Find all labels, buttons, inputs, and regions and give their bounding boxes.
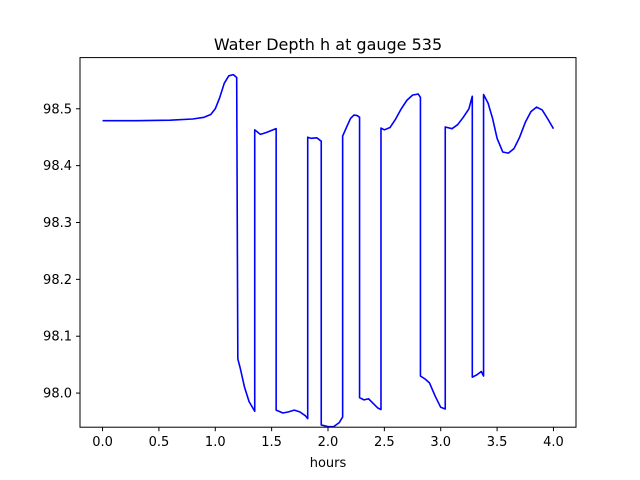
y-tick-label: 98.3	[43, 216, 72, 231]
y-tick-label: 98.2	[43, 273, 72, 288]
y-tick-label: 98.0	[43, 387, 72, 402]
y-tick-label: 98.4	[43, 159, 72, 174]
plot-frame	[79, 57, 577, 428]
chart-title: Water Depth h at gauge 535	[214, 35, 442, 54]
series-layer	[102, 73, 555, 428]
x-tick-label: 0.5	[149, 435, 170, 450]
y-tick-label: 98.1	[43, 330, 72, 345]
x-tick-label: 3.5	[487, 435, 508, 450]
x-tick-label: 4.0	[543, 435, 564, 450]
x-tick-label: 1.0	[205, 435, 226, 450]
series-line-0	[102, 73, 555, 428]
x-axis-label: hours	[310, 456, 347, 471]
x-tick-label: 2.0	[318, 435, 339, 450]
x-axis: 0.0 0.5 1.0 1.5 2.0 2.5 3.0 3.5 4.0	[92, 427, 564, 450]
x-tick-label: 3.0	[430, 435, 451, 450]
x-tick-label: 0.0	[92, 435, 113, 450]
y-axis: 98.0 98.1 98.2 98.3 98.4 98.5	[43, 102, 80, 402]
y-tick-label: 98.5	[43, 102, 72, 117]
x-tick-label: 2.5	[374, 435, 395, 450]
x-tick-label: 1.5	[261, 435, 282, 450]
